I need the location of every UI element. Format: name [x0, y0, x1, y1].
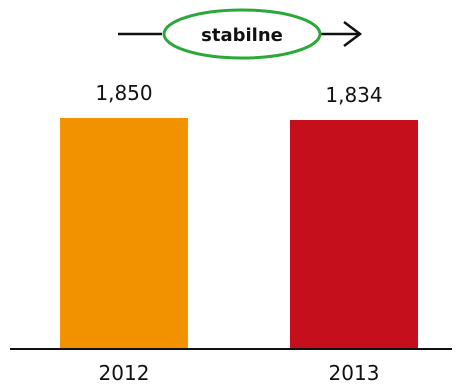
trend-indicator: stabilne — [118, 8, 363, 60]
trend-ellipse — [162, 8, 322, 60]
trend-label: stabilne — [201, 25, 283, 46]
bar-value-label-2012: 1,850 — [95, 81, 152, 105]
trend-arrow-head — [343, 21, 363, 47]
bars-group: 1,850 2012 1,834 2013 — [60, 81, 418, 385]
bar-2012 — [60, 118, 188, 348]
x-tick-label-2012: 2012 — [99, 361, 150, 385]
bar-2013 — [290, 119, 418, 348]
x-tick-label-2013: 2013 — [329, 361, 380, 385]
bar-value-label-2013: 1,834 — [325, 83, 382, 107]
